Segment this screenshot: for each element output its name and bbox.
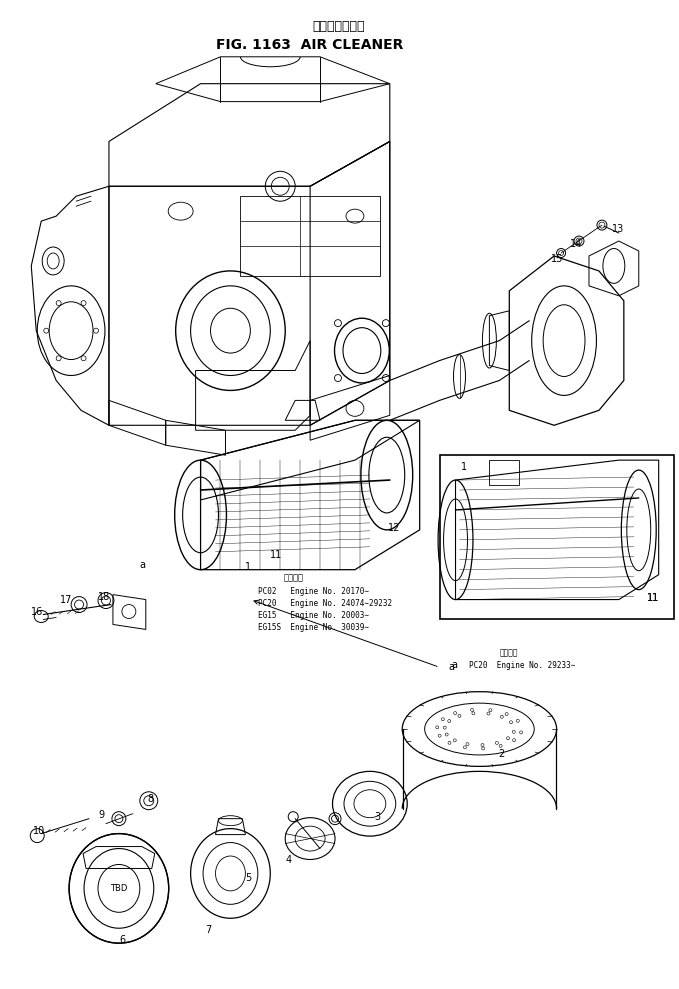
Text: 11: 11 bbox=[646, 592, 659, 602]
Text: a: a bbox=[452, 661, 458, 671]
Text: EG15   Engine No. 20003∼: EG15 Engine No. 20003∼ bbox=[258, 611, 369, 620]
Text: 10: 10 bbox=[33, 826, 45, 836]
Text: 適用号等: 適用号等 bbox=[499, 649, 518, 658]
Bar bbox=[439, 455, 674, 619]
Text: 1: 1 bbox=[245, 562, 251, 572]
Bar bbox=[240, 196, 380, 276]
Text: 11: 11 bbox=[646, 592, 659, 602]
Text: EG15S  Engine No. 30039∼: EG15S Engine No. 30039∼ bbox=[258, 623, 369, 632]
Text: 18: 18 bbox=[98, 591, 110, 601]
Text: a: a bbox=[449, 663, 454, 673]
Text: 13: 13 bbox=[612, 225, 624, 234]
Text: 16: 16 bbox=[31, 606, 43, 616]
Text: FIG. 1163  AIR CLEANER: FIG. 1163 AIR CLEANER bbox=[217, 38, 404, 51]
Text: 14: 14 bbox=[570, 239, 582, 249]
Text: 9: 9 bbox=[98, 810, 104, 820]
Text: 17: 17 bbox=[60, 594, 72, 604]
Text: PC20   Engine No. 24074∼29232: PC20 Engine No. 24074∼29232 bbox=[258, 599, 392, 608]
Text: 適用号等: 適用号等 bbox=[283, 574, 304, 583]
Text: TBD: TBD bbox=[110, 884, 128, 893]
Text: 4: 4 bbox=[285, 855, 291, 865]
Text: 11: 11 bbox=[270, 550, 282, 560]
Text: 8: 8 bbox=[148, 794, 154, 804]
Text: 5: 5 bbox=[245, 873, 251, 883]
Text: PC02   Engine No. 20170∼: PC02 Engine No. 20170∼ bbox=[258, 587, 369, 596]
Text: 3: 3 bbox=[375, 812, 381, 822]
Text: 15: 15 bbox=[551, 254, 564, 264]
Text: a: a bbox=[140, 560, 146, 570]
Text: 12: 12 bbox=[388, 523, 400, 533]
Text: 2: 2 bbox=[498, 749, 504, 759]
Text: 1: 1 bbox=[462, 462, 468, 472]
Text: 6: 6 bbox=[120, 936, 126, 945]
Text: 7: 7 bbox=[206, 926, 212, 936]
Text: PC20  Engine No. 29233∼: PC20 Engine No. 29233∼ bbox=[469, 661, 576, 670]
Text: エアークリーナ: エアークリーナ bbox=[313, 20, 365, 33]
